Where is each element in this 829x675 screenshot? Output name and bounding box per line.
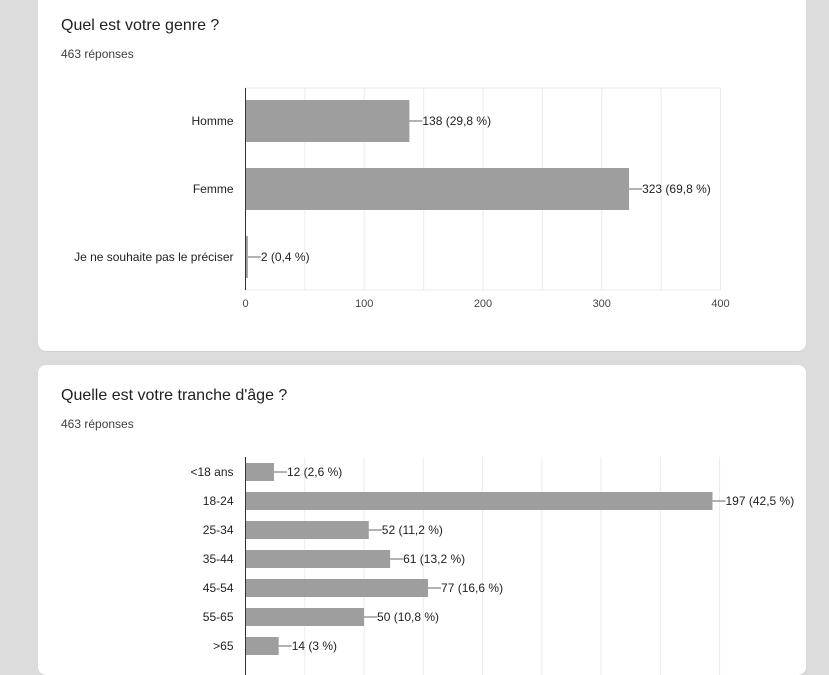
bar: [245, 637, 279, 655]
category-label: 25-34: [203, 523, 234, 537]
bar: [245, 521, 369, 539]
data-label: 197 (42,5 %): [726, 494, 795, 508]
category-label: Femme: [193, 182, 234, 196]
category-label: Homme: [191, 114, 233, 128]
bar: [245, 550, 391, 568]
question-card-age: Quelle est votre tranche d'âge ? 463 rép…: [38, 365, 806, 675]
category-label: 55-65: [203, 610, 234, 624]
question-title: Quelle est votre tranche d'âge ?: [61, 387, 288, 404]
data-label: 52 (11,2 %): [382, 523, 443, 537]
bar: [245, 463, 274, 481]
gender-bar-chart: Homme 138 (29,8 %) Femme 323 (69,8 %) Je ne …: [74, 87, 730, 310]
bar: [245, 100, 410, 142]
bar: [245, 492, 713, 510]
category-label: <18 ans: [190, 465, 233, 479]
x-tick-label: 400: [711, 298, 729, 310]
data-label: 138 (29,8 %): [422, 114, 491, 128]
data-label: 323 (69,8 %): [642, 182, 711, 196]
category-label: 35-44: [203, 552, 234, 566]
data-label: 50 (10,8 %): [377, 610, 439, 624]
response-count: 463 réponses: [61, 47, 134, 61]
data-label: 12 (2,6 %): [287, 465, 342, 479]
bar: [245, 168, 630, 210]
bar: [245, 608, 365, 626]
question-title: Quel est votre genre ?: [61, 17, 220, 34]
x-tick-label: 200: [474, 298, 492, 310]
x-tick-label: 0: [242, 298, 248, 310]
bar: [245, 579, 429, 597]
bar: [245, 236, 248, 278]
category-label: >65: [213, 639, 234, 653]
x-tick-label: 300: [593, 298, 611, 310]
age-bar-chart: <18 ans 12 (2,6 %) 18-24 197 (42,5 %) 25-34 5…: [190, 457, 795, 675]
data-label: 2 (0,4 %): [261, 250, 310, 264]
category-label: 18-24: [203, 494, 234, 508]
data-label: 14 (3 %): [292, 639, 337, 653]
category-label: 45-54: [203, 581, 234, 595]
data-label: 77 (16,6 %): [441, 581, 503, 595]
data-label: 61 (13,2 %): [403, 552, 465, 566]
response-count: 463 réponses: [61, 417, 134, 431]
question-card-gender: Quel est votre genre ? 463 réponses Homm…: [38, 0, 806, 351]
category-label: Je ne souhaite pas le préciser: [74, 250, 233, 264]
x-tick-label: 100: [355, 298, 373, 310]
